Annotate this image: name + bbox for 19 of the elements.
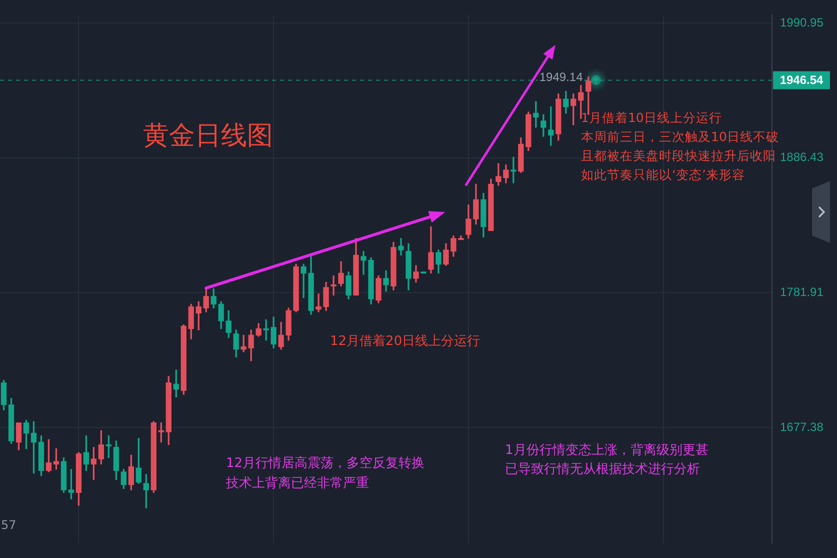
- ref-line-label: 1946.54: [780, 73, 824, 88]
- annotation: 57: [1, 517, 16, 534]
- y-tick-label: 1677.38: [780, 420, 824, 434]
- annotation: 12月行情居高震荡，多空反复转换: [226, 455, 425, 473]
- y-tick-label: 1990.95: [780, 15, 824, 30]
- text: 黄金日线图: [143, 120, 273, 152]
- annotation: 1949.14: [538, 68, 584, 85]
- annotation: 且都被在美盘时段快速拉升后收阳: [581, 147, 776, 165]
- candlestick: [330, 275, 336, 296]
- annotation: 技术上背离已经非常严重: [226, 475, 369, 493]
- annotation: 本周前三日，三次触及10日线不破: [581, 128, 779, 146]
- annotation: 12月借着20日线上分运行: [330, 333, 480, 351]
- annotation: 如此节奏只能以‘变态’来形容: [581, 166, 745, 184]
- annotation: 1月份行情变态上涨，背离级别更甚: [505, 442, 708, 460]
- y-tick-label: 1781.91: [780, 284, 824, 299]
- annotation: 已导致行情无从根据技术进行分析: [505, 461, 700, 479]
- annotation: 1月借着10日线上分运行: [581, 109, 722, 127]
- candlestick: [398, 238, 404, 256]
- y-tick-label: 1886.43: [780, 150, 824, 164]
